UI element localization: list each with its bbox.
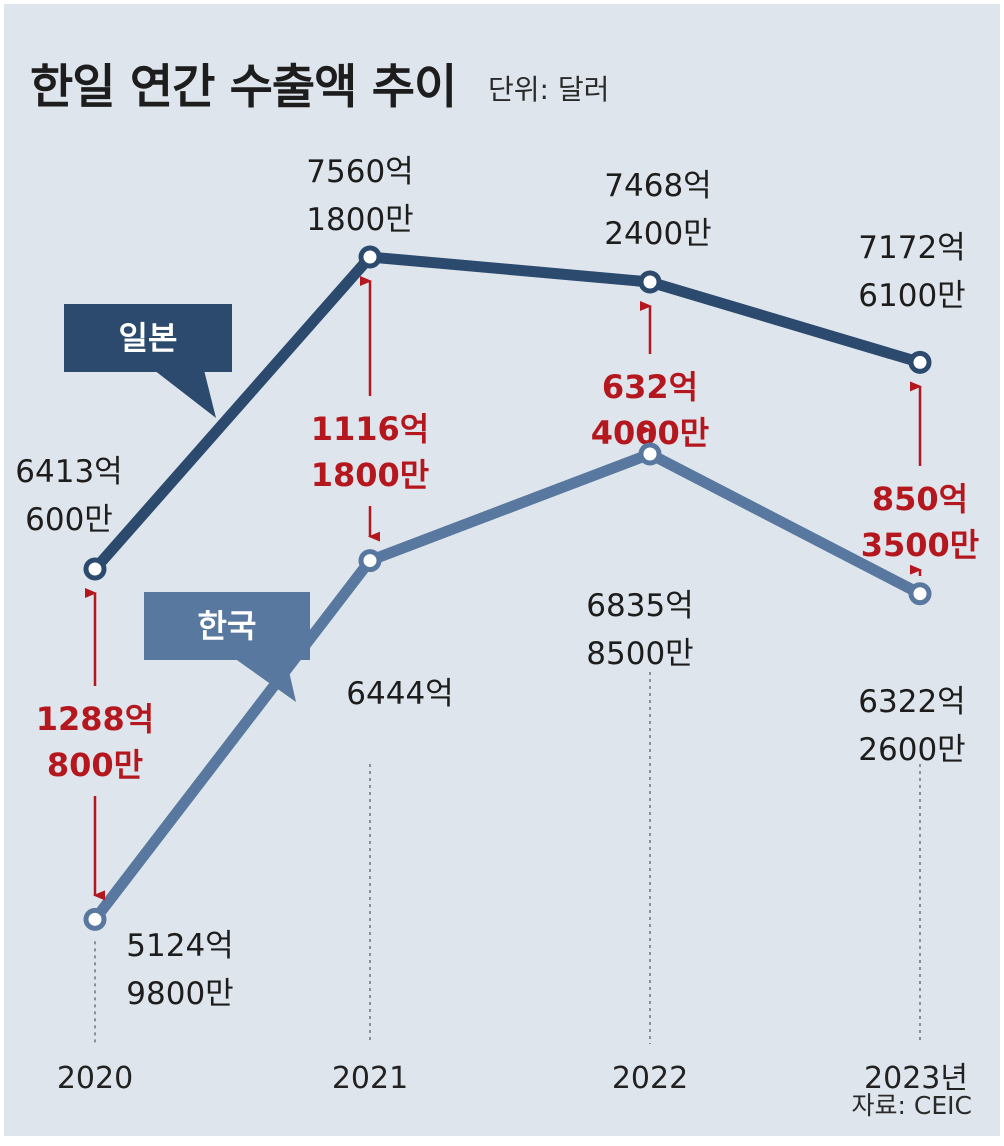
series-line-korea <box>89 448 926 925</box>
gap-label-value: 3500만 <box>861 526 980 564</box>
data-label-japan: 6413억 <box>15 454 122 490</box>
gap-label-value: 800만 <box>47 746 143 784</box>
data-label-korea: 9800만 <box>126 976 233 1012</box>
data-label-korea: 5124억 <box>126 928 233 964</box>
data-label-japan: 6100만 <box>858 278 965 314</box>
data-label-korea: 6322억 <box>858 684 965 720</box>
gap-label-value: 632억 <box>602 368 698 406</box>
gap-label-value: 1288억 <box>36 700 155 738</box>
legend-pointer-japan <box>154 370 216 418</box>
gap-label-value: 850억 <box>872 480 968 518</box>
x-tick-label: 2020 <box>57 1061 133 1096</box>
x-tick-label: 2023년 <box>864 1061 968 1096</box>
point-korea <box>83 907 107 931</box>
point-korea <box>908 582 932 606</box>
point-japan <box>908 350 932 374</box>
series-line-japan <box>89 251 926 575</box>
point-japan <box>358 245 382 269</box>
gap-label-value: 1800만 <box>311 456 430 494</box>
data-label-japan: 1800만 <box>306 202 413 238</box>
data-label-korea: 2600만 <box>858 732 965 768</box>
data-label-japan: 7468억 <box>604 168 711 204</box>
data-label-korea: 6444억 <box>346 676 453 712</box>
chart-card: 한일 연간 수출액 추이 단위: 달러 1288억 800만 1116억 1800만 6… <box>4 4 1000 1136</box>
legend-tag-japan: 일본 <box>64 304 232 372</box>
data-label-japan: 7172억 <box>858 230 965 266</box>
data-label-japan: 600만 <box>25 502 113 538</box>
data-label-korea: 6835억 <box>586 588 693 624</box>
point-korea <box>638 442 662 466</box>
data-label-japan: 7560억 <box>306 154 413 190</box>
line-chart: 1288억800만1116억1800만632억4000만850억3500만641… <box>15 154 980 1096</box>
data-label-korea: 8500만 <box>586 636 693 672</box>
x-tick-label: 2022 <box>612 1061 688 1096</box>
point-korea <box>358 549 382 573</box>
chart-title: 한일 연간 수출액 추이 <box>30 60 457 115</box>
point-japan <box>83 557 107 581</box>
legend-tag-korea: 한국 <box>144 592 310 660</box>
x-tick-label: 2021 <box>332 1061 408 1096</box>
source-note: 자료: CEIC <box>851 1091 972 1120</box>
point-japan <box>638 270 662 294</box>
data-label-japan: 2400만 <box>604 216 711 252</box>
gap-label-value: 1116억 <box>311 410 430 448</box>
unit-label: 단위: 달러 <box>488 73 610 106</box>
